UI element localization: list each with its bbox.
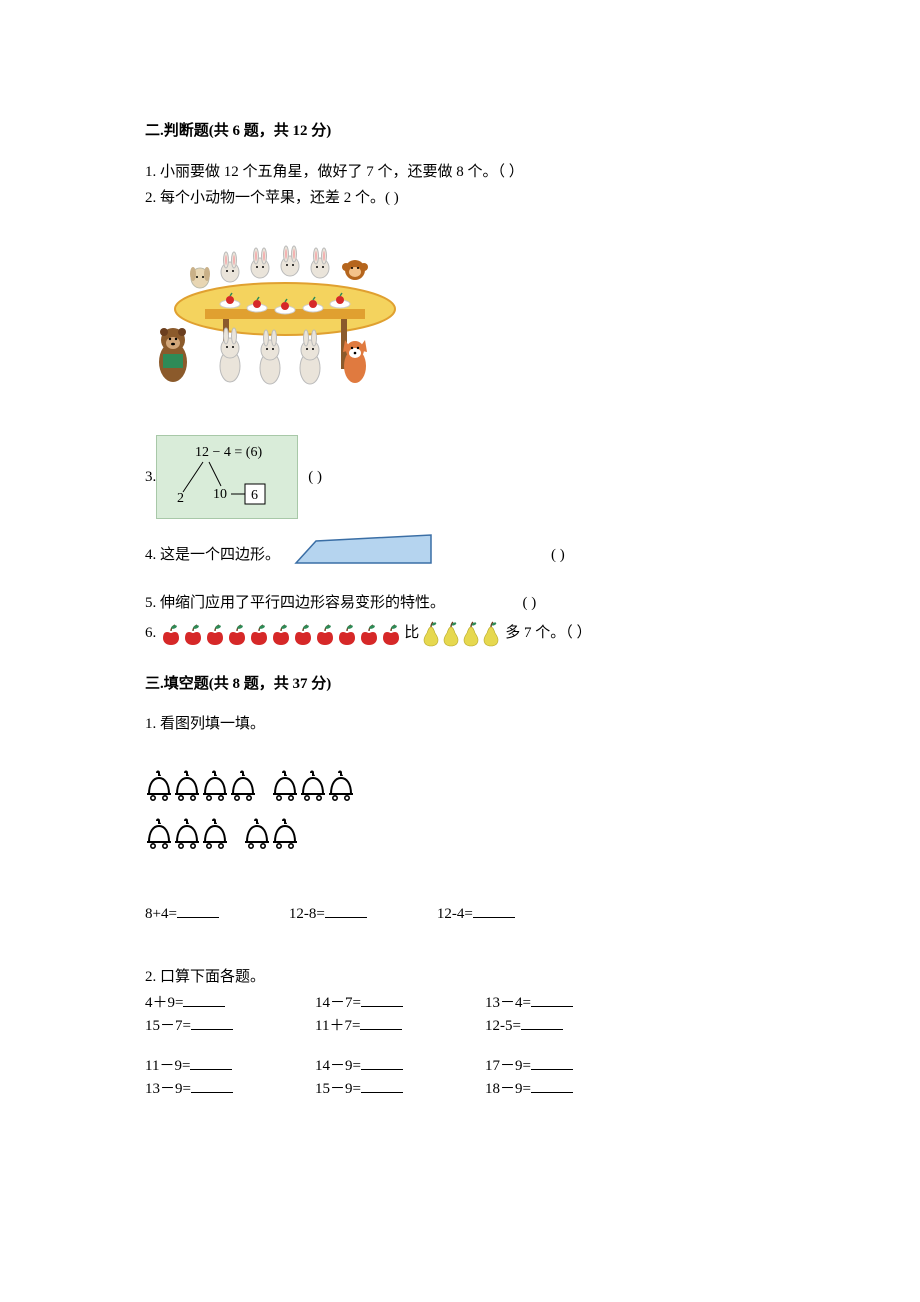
animals-illustration xyxy=(145,234,775,412)
svg-text:10: 10 xyxy=(213,487,227,502)
svg-text:2: 2 xyxy=(177,491,184,506)
calc-cell: 15－9= xyxy=(315,1078,485,1101)
q3-expr: 12 − 4 = (6) xyxy=(195,445,262,460)
apple-icon xyxy=(160,622,182,646)
apple-icon xyxy=(270,622,292,646)
s2-q4-paren: ( ) xyxy=(551,544,565,567)
eq-item: 12-8= xyxy=(289,903,367,926)
calc-cell: 11－9= xyxy=(145,1055,315,1078)
s2-q2: 2. 每个小动物一个苹果，还差 2 个。( ) xyxy=(145,187,775,210)
calc-row: 4＋9=14－7=13－4= xyxy=(145,992,775,1015)
calc-cell: 17－9= xyxy=(485,1055,655,1078)
s3-q1-eqs: 8+4= 12-8= 12-4= xyxy=(145,903,775,926)
apple-icon xyxy=(182,622,204,646)
calc-cell: 15－7= xyxy=(145,1015,315,1038)
apple-icon xyxy=(358,622,380,646)
pear-icon xyxy=(481,621,501,647)
calc-cell: 11＋7= xyxy=(315,1015,485,1038)
s2-q5-text: 5. 伸缩门应用了平行四边形容易变形的特性。 xyxy=(145,595,445,611)
s2-q3-num: 3. xyxy=(145,466,156,489)
calc-cell: 14－7= xyxy=(315,992,485,1015)
calc-cell: 18－9= xyxy=(485,1078,655,1101)
s3-q2-grid: 4＋9=14－7=13－4=15－7=11＋7=12-5=11－9=14－9=1… xyxy=(145,992,775,1100)
apples-group xyxy=(160,622,402,646)
pear-icon xyxy=(421,621,441,647)
calc-row: 15－7=11＋7=12-5= xyxy=(145,1015,775,1038)
apple-icon xyxy=(204,622,226,646)
section2-title: 二.判断题(共 6 题，共 12 分) xyxy=(145,120,775,143)
eq-item: 12-4= xyxy=(437,903,515,926)
eq-item: 8+4= xyxy=(145,903,219,926)
section3-title: 三.填空题(共 8 题，共 37 分) xyxy=(145,673,775,696)
s2-q5-paren: ( ) xyxy=(523,595,537,611)
pear-icon xyxy=(441,621,461,647)
s3-q1-text: 1. 看图列填一填。 xyxy=(145,713,775,736)
calc-cell: 14－9= xyxy=(315,1055,485,1078)
apple-icon xyxy=(314,622,336,646)
calc-cell: 4＋9= xyxy=(145,992,315,1015)
calc-cell: 13－4= xyxy=(485,992,655,1015)
s2-q6-num: 6. xyxy=(145,622,156,645)
s2-q3-box: 12 − 4 = (6) 2 10 6 xyxy=(156,435,298,519)
pears-group xyxy=(421,621,501,647)
pear-icon xyxy=(461,621,481,647)
apple-icon xyxy=(248,622,270,646)
apple-icon xyxy=(380,622,402,646)
s2-q4-text: 4. 这是一个四边形。 xyxy=(145,544,280,567)
calc-cell: 13－9= xyxy=(145,1078,315,1101)
apple-icon xyxy=(226,622,248,646)
apple-icon xyxy=(336,622,358,646)
calc-row: 11－9=14－9=17－9= xyxy=(145,1055,775,1078)
svg-text:6: 6 xyxy=(251,488,258,503)
s2-q6-mid: 比 xyxy=(404,622,419,645)
calc-cell: 12-5= xyxy=(485,1015,655,1038)
trapezoid-shape xyxy=(286,533,441,579)
s2-q6-tail: 多 7 个。（ ） xyxy=(505,622,591,645)
calc-row: 13－9=15－9=18－9= xyxy=(145,1078,775,1101)
s2-q3-paren: ( ) xyxy=(308,466,322,489)
bells-illustration xyxy=(145,766,775,874)
s3-q2-text: 2. 口算下面各题。 xyxy=(145,966,775,989)
s2-q1: 1. 小丽要做 12 个五角星，做好了 7 个，还要做 8 个。（ ） xyxy=(145,161,775,184)
apple-icon xyxy=(292,622,314,646)
